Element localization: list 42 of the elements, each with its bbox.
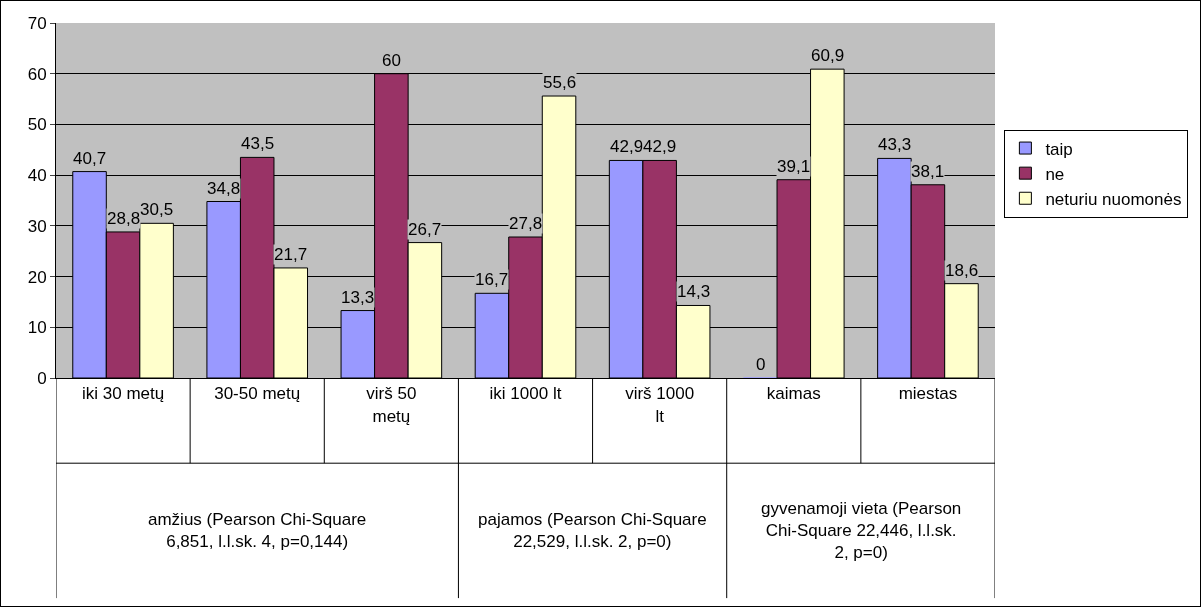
data-label: 14,3 xyxy=(677,282,711,301)
x-tick-label: virš 1000 lt xyxy=(625,384,695,426)
data-label: 60,9 xyxy=(811,46,845,65)
legend-label: ne xyxy=(1045,164,1065,184)
text: amžius (Pearson Chi-Square 6,851, l.l.sk. 4, p=0,144) xyxy=(148,510,367,552)
data-label: 40,7 xyxy=(73,149,107,168)
x-tick-label: iki 30 metų xyxy=(81,384,165,404)
x-tick-label: kaimas xyxy=(766,384,821,404)
text: pajamos (Pearson Chi-Square 22,529, l.l.sk. 2, p=0) xyxy=(478,510,707,552)
y-tick-label: 10 xyxy=(27,318,47,338)
y-tick-label: 60 xyxy=(27,64,47,84)
data-label: 13,3 xyxy=(341,288,375,307)
x-tick-label: 30-50 metų xyxy=(214,384,301,404)
data-label: 26,7 xyxy=(408,220,442,239)
x-tick-label: miestas xyxy=(898,384,958,404)
data-label: 0 xyxy=(756,355,766,374)
x-tick-label: virš 50 metų xyxy=(366,384,417,426)
y-tick-label: 0 xyxy=(37,368,47,388)
y-tick-label: 50 xyxy=(27,115,47,135)
text: gyvenamoji vieta (Pearson Chi-Square 22,446, l.l.sk. 2, p=0) xyxy=(761,499,962,563)
data-label: 21,7 xyxy=(274,245,308,264)
data-label: 42,9 xyxy=(610,137,644,156)
data-label: 34,8 xyxy=(207,179,241,198)
legend-label: taip xyxy=(1045,139,1073,159)
y-tick-label: 70 xyxy=(27,13,47,33)
data-label: 16,7 xyxy=(475,270,509,289)
data-label: 60 xyxy=(382,51,401,70)
data-label: 39,1 xyxy=(777,157,811,176)
y-tick-label: 30 xyxy=(27,216,47,236)
data-label: 43,3 xyxy=(878,135,912,154)
data-label: 18,6 xyxy=(945,261,979,280)
x-tick-label: iki 1000 lt xyxy=(489,384,562,404)
data-label: 55,6 xyxy=(543,73,577,92)
data-label: 28,8 xyxy=(107,209,141,228)
data-label: 30,5 xyxy=(140,200,174,219)
data-label: 43,5 xyxy=(241,134,275,153)
data-label: 27,8 xyxy=(509,214,543,233)
data-label: 42,9 xyxy=(643,137,677,156)
y-tick-label: 40 xyxy=(27,166,47,186)
data-label: 38,1 xyxy=(911,162,945,181)
y-tick-label: 20 xyxy=(27,267,47,287)
legend-label: neturiu nuomonės xyxy=(1045,189,1182,209)
